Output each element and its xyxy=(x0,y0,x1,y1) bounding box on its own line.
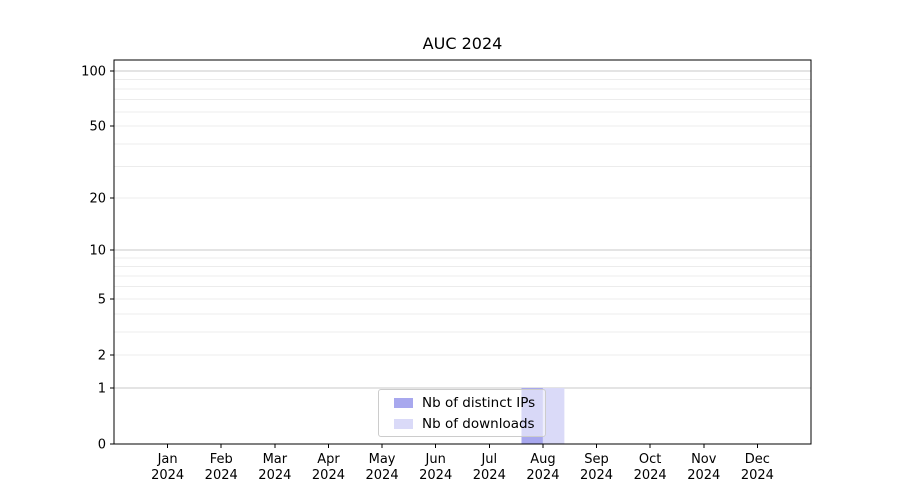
x-tick-label: Jan xyxy=(157,452,178,467)
y-tick-label: 5 xyxy=(98,293,106,308)
x-tick-label: Sep xyxy=(584,452,609,467)
x-tick-label: Oct xyxy=(639,452,661,467)
legend-swatch-distinct-ips xyxy=(394,397,413,408)
x-tick-label: 2024 xyxy=(205,468,238,483)
x-tick-label: May xyxy=(369,452,396,467)
x-tick-label: Jun xyxy=(425,452,446,467)
legend-label-distinct-ips: Nb of distinct IPs xyxy=(422,394,536,411)
x-tick-label: Apr xyxy=(317,452,340,467)
x-tick-label: Feb xyxy=(210,452,233,467)
y-tick-label: 0 xyxy=(98,438,106,453)
x-tick-label: 2024 xyxy=(312,468,345,483)
legend-swatch-downloads xyxy=(394,418,413,429)
x-tick-label: 2024 xyxy=(366,468,399,483)
y-tick-label: 10 xyxy=(89,244,106,259)
x-tick-label: Mar xyxy=(263,452,288,467)
y-tick-label: 1 xyxy=(98,381,106,396)
x-tick-label: 2024 xyxy=(419,468,452,483)
y-tick-label: 20 xyxy=(89,191,106,206)
x-tick-label: Dec xyxy=(745,452,770,467)
y-tick-label: 50 xyxy=(89,120,106,135)
y-tick-label: 2 xyxy=(98,349,106,364)
legend: Nb of distinct IPs Nb of downloads xyxy=(378,389,546,437)
x-tick-label: Aug xyxy=(530,452,555,467)
x-tick-label: 2024 xyxy=(258,468,291,483)
legend-label-downloads: Nb of downloads xyxy=(422,415,535,432)
x-tick-label: 2024 xyxy=(526,468,559,483)
x-tick-label: 2024 xyxy=(634,468,667,483)
bar-downloads xyxy=(542,387,565,444)
x-tick-label: Jul xyxy=(480,452,497,467)
x-tick-label: 2024 xyxy=(473,468,506,483)
legend-item-downloads: Nb of downloads xyxy=(394,415,545,432)
y-tick-label: 100 xyxy=(81,65,106,80)
legend-item-distinct-ips: Nb of distinct IPs xyxy=(394,394,545,411)
axis-frame xyxy=(113,59,812,445)
x-tick-label: 2024 xyxy=(741,468,774,483)
x-tick-label: 2024 xyxy=(687,468,720,483)
x-tick-label: Nov xyxy=(691,452,717,467)
x-tick-label: 2024 xyxy=(151,468,184,483)
chart-title: AUC 2024 xyxy=(422,34,503,53)
x-tick-label: 2024 xyxy=(580,468,613,483)
